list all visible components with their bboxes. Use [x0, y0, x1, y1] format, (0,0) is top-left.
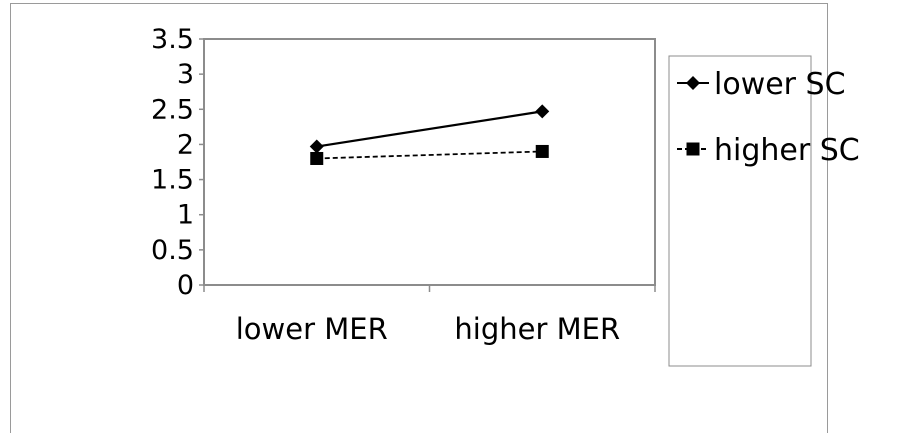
plot-border — [203, 38, 656, 286]
chart-frame — [10, 3, 828, 433]
x-tick-label: higher MER — [454, 312, 620, 346]
square-marker — [686, 142, 700, 156]
y-axis: 0 0.5 1 1.5 2 2.5 3 3.5 — [151, 24, 205, 301]
legend-item: higher SC — [677, 133, 860, 168]
x-tick-label: lower MER — [236, 312, 388, 346]
diamond-marker — [535, 104, 550, 119]
legend-label: higher SC — [714, 133, 860, 168]
legend: lower SC higher SC — [668, 55, 860, 367]
series-line — [316, 150, 543, 160]
line-chart: 0 0.5 1 1.5 2 2.5 3 3.5 lower MER higher MER low… — [151, 24, 860, 367]
x-axis: lower MER higher MER — [203, 284, 656, 346]
legend-label: lower SC — [714, 67, 846, 102]
series-higher-sc — [310, 144, 549, 165]
y-tick-label: 1.5 — [151, 165, 194, 196]
plot-area — [203, 38, 656, 286]
y-tick-label: 1 — [177, 200, 194, 231]
series-layer — [309, 104, 550, 165]
square-marker — [310, 151, 324, 165]
series-lower-sc — [309, 104, 550, 154]
series-line — [316, 110, 543, 148]
y-tick-label: 0.5 — [151, 235, 194, 266]
y-tick-label: 0 — [177, 270, 194, 301]
diamond-marker — [686, 76, 700, 90]
legend-item: lower SC — [677, 67, 846, 102]
legend-box — [668, 55, 812, 367]
y-tick-label: 3 — [177, 59, 194, 90]
square-marker — [535, 144, 549, 158]
diamond-marker — [309, 139, 324, 154]
y-tick-label: 3.5 — [151, 24, 194, 55]
y-tick-label: 2 — [177, 129, 194, 160]
y-tick-label: 2.5 — [151, 94, 194, 125]
